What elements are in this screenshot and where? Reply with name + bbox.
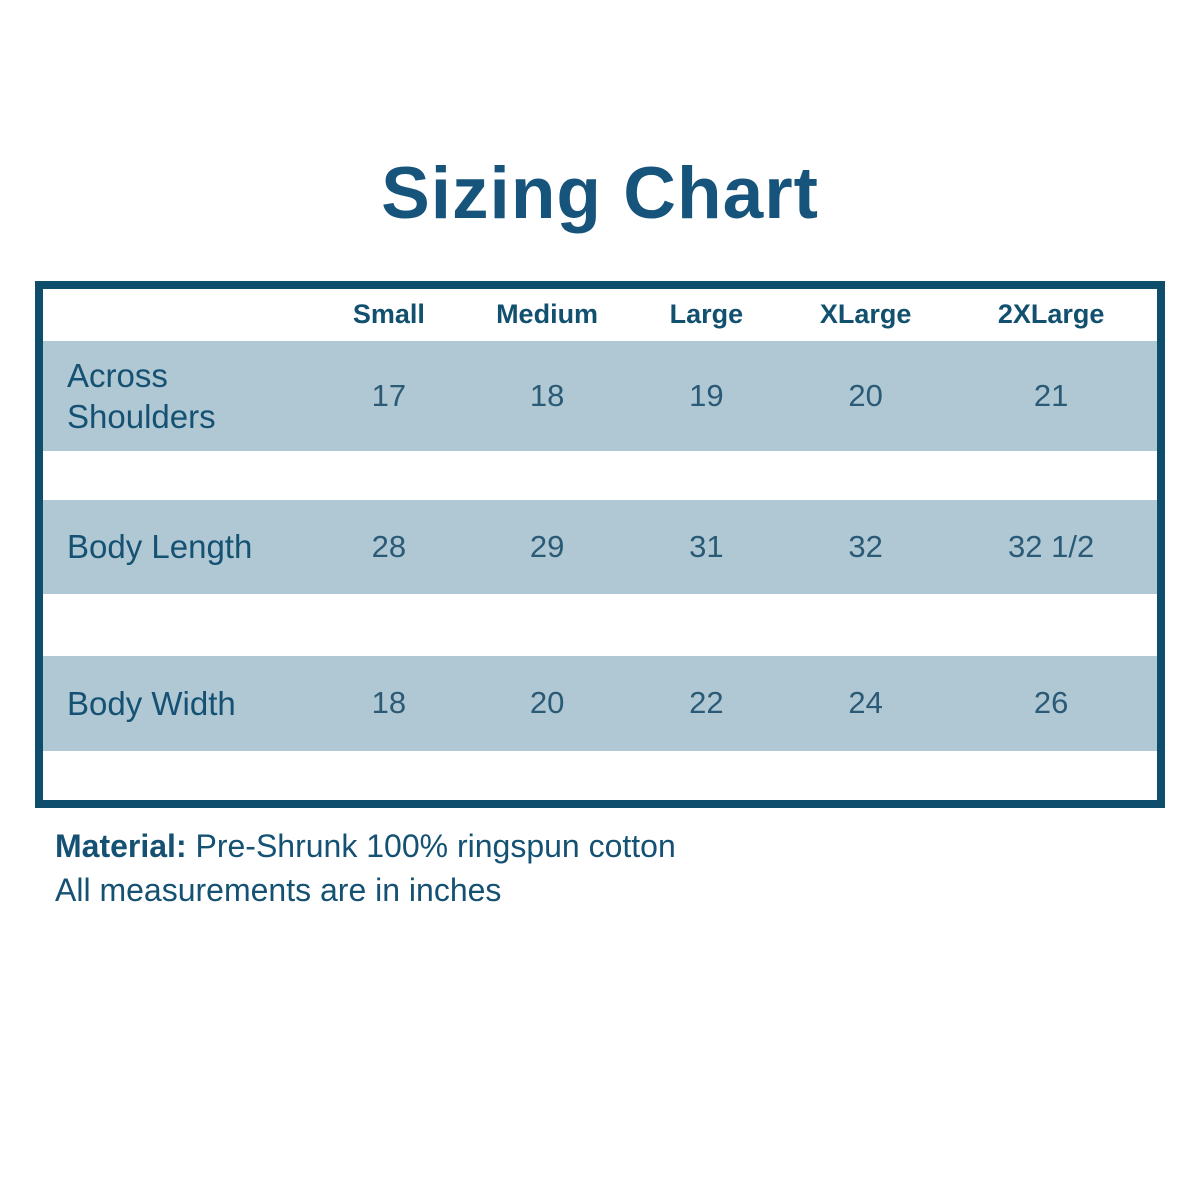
cell-body-length-xlarge: 32 — [848, 528, 883, 564]
table-row-body-width: Body Width 18 20 22 24 26 — [43, 655, 1157, 751]
cell-body-width-xlarge: 24 — [848, 685, 883, 721]
sizing-table: Small Medium Large XLarge 2XLarge Across… — [35, 280, 1165, 808]
row-label-body-length: Body Length — [67, 528, 253, 566]
cell-body-width-small: 18 — [371, 685, 407, 721]
cell-body-width-medium: 20 — [529, 685, 565, 721]
cell-body-width-2xlarge: 26 — [1033, 685, 1069, 721]
page-title: Sizing Chart — [381, 153, 819, 234]
column-header-large: Large — [669, 299, 744, 330]
footer-notes: Material: Pre-Shrunk 100% ringspun cotto… — [55, 824, 1200, 912]
cell-body-length-medium: 29 — [529, 528, 565, 564]
cell-body-length-small: 28 — [371, 528, 407, 564]
column-header-2xlarge: 2XLarge — [997, 299, 1105, 330]
cell-body-width-large: 22 — [689, 685, 724, 721]
row-spacer — [43, 450, 1157, 500]
measurements-note: All measurements are in inches — [55, 872, 502, 909]
cell-across-shoulders-small: 17 — [371, 377, 407, 413]
row-spacer — [43, 750, 1157, 800]
column-header-medium: Medium — [496, 299, 599, 330]
row-spacer — [43, 593, 1157, 656]
table-header-row: Small Medium Large XLarge 2XLarge — [43, 289, 1157, 341]
table-row-across-shoulders: Across Shoulders 17 18 19 20 21 — [43, 340, 1157, 451]
material-value: Pre-Shrunk 100% ringspun cotton — [186, 827, 676, 864]
cell-body-length-large: 31 — [689, 528, 724, 564]
cell-across-shoulders-xlarge: 20 — [848, 377, 883, 413]
material-label: Material: — [55, 827, 187, 864]
row-label-across-shoulders: Across Shoulders — [67, 356, 216, 435]
column-header-small: Small — [352, 299, 425, 330]
cell-across-shoulders-large: 19 — [689, 377, 724, 413]
material-line: Material: Pre-Shrunk 100% ringspun cotto… — [55, 824, 1200, 868]
cell-body-length-2xlarge: 32 1/2 — [1008, 528, 1095, 564]
column-header-xlarge: XLarge — [819, 299, 912, 330]
row-label-body-width: Body Width — [67, 684, 236, 722]
table-row-body-length: Body Length 28 29 31 32 32 1/2 — [43, 499, 1157, 594]
cell-across-shoulders-medium: 18 — [529, 377, 565, 413]
cell-across-shoulders-2xlarge: 21 — [1033, 377, 1069, 413]
